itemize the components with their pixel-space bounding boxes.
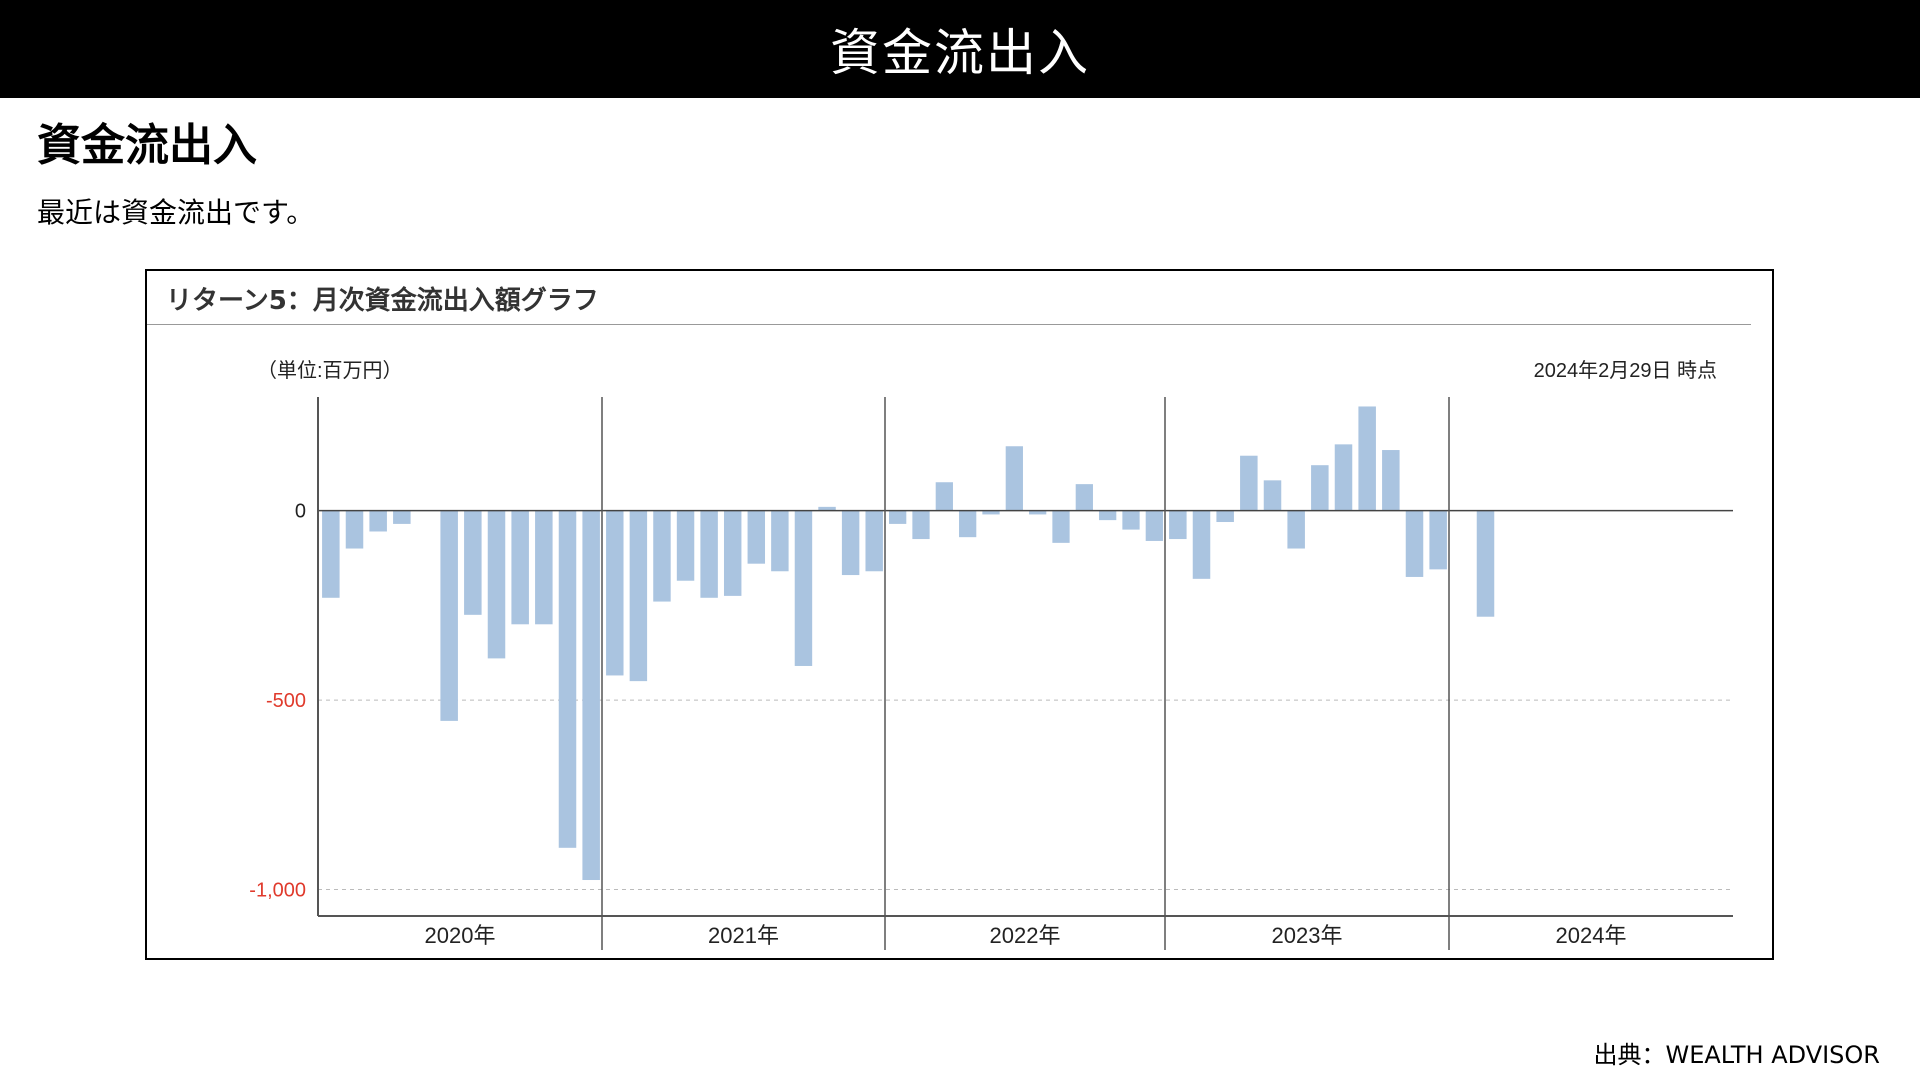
bar <box>1216 510 1234 523</box>
slide-header-title: 資金流出入 <box>830 24 1090 82</box>
unit-label: （単位:百万円） <box>257 359 403 382</box>
bar <box>865 510 883 572</box>
bar <box>935 482 953 511</box>
y-tick-label: -1,000 <box>249 879 306 901</box>
bar <box>606 510 624 676</box>
bar <box>1358 406 1376 511</box>
bar <box>912 510 930 540</box>
slide-header: 資金流出入 <box>0 0 1920 98</box>
bar <box>1405 510 1424 577</box>
bar <box>959 510 977 538</box>
bar <box>700 510 718 598</box>
bar <box>1287 510 1305 549</box>
fund-flow-bar-chart: （単位:百万円） 2024年2月29日 時点 0 -500 -1,000 2020年 2… <box>249 359 1733 950</box>
bar <box>1029 510 1047 515</box>
bar <box>345 510 364 549</box>
bar <box>1099 510 1117 521</box>
x-year-label: 2024年 <box>1556 923 1627 948</box>
bar <box>653 510 671 602</box>
bar <box>464 510 482 615</box>
bar <box>511 510 529 625</box>
bar <box>1334 444 1353 511</box>
bar <box>558 510 577 848</box>
chart-panel: リターン5：月次資金流出入額グラフ （単位:百万円） 2024年2月29日 時点… <box>145 269 1774 960</box>
bar <box>1382 450 1400 511</box>
bar <box>676 510 695 581</box>
bar <box>393 510 411 524</box>
bar <box>1240 455 1258 511</box>
bar <box>440 510 458 721</box>
bar <box>1311 465 1329 511</box>
x-year-label: 2020年 <box>425 923 496 948</box>
bar <box>771 510 789 572</box>
bar <box>747 510 766 564</box>
bar <box>982 510 1000 515</box>
bar <box>1075 484 1093 511</box>
bar <box>629 510 648 682</box>
bar <box>818 506 836 511</box>
bar <box>1145 510 1163 541</box>
y-tick-label: -500 <box>266 690 306 712</box>
bar <box>1005 446 1023 511</box>
bar <box>1429 510 1447 570</box>
bar <box>487 510 506 659</box>
x-year-label: 2023年 <box>1272 923 1343 948</box>
section-title: 資金流出入 <box>37 120 257 171</box>
chart-title-divider <box>147 324 1751 325</box>
x-year-label: 2022年 <box>990 923 1061 948</box>
bar <box>322 510 340 598</box>
bar <box>794 510 813 666</box>
bar <box>1169 510 1187 540</box>
bar <box>535 510 553 625</box>
bar <box>1263 480 1282 511</box>
bar <box>889 510 907 524</box>
y-tick-label: 0 <box>295 501 306 523</box>
source-credit: 出典：WEALTH ADVISOR <box>1593 1041 1881 1069</box>
x-year-label: 2021年 <box>708 923 779 948</box>
bar <box>582 510 600 881</box>
bar <box>841 510 860 576</box>
bar <box>1052 510 1070 543</box>
bar <box>369 510 387 532</box>
chart-title: リターン5：月次資金流出入額グラフ <box>166 286 599 316</box>
section-subtitle: 最近は資金流出です。 <box>37 196 315 229</box>
bar <box>723 510 742 596</box>
bar <box>1476 510 1495 617</box>
bar <box>1122 510 1140 530</box>
bar <box>1192 510 1211 579</box>
as-of-date-label: 2024年2月29日 時点 <box>1534 359 1717 382</box>
